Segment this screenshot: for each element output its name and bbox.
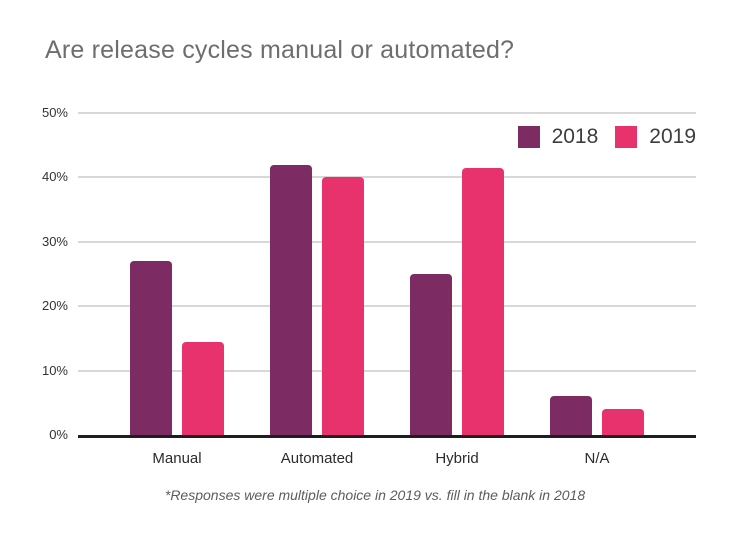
legend-item-2018: 2018 <box>517 125 599 149</box>
bar-2018-hybrid <box>410 274 452 435</box>
y-tick-label: 0% <box>49 427 68 442</box>
x-axis: Manual Automated Hybrid N/A <box>130 450 644 467</box>
category-label: Automated <box>280 450 354 467</box>
legend-label: 2018 <box>551 125 599 148</box>
bar-2018-automated <box>270 164 312 435</box>
y-tick-label: 40% <box>41 169 68 185</box>
plot-area: 2018 2019 <box>78 112 696 438</box>
grid-line <box>78 112 696 114</box>
legend-item-2019: 2019 <box>615 125 696 149</box>
legend-swatch-icon <box>517 126 540 148</box>
legend-label: 2019 <box>649 125 696 148</box>
bar-2018-n-a <box>550 396 592 435</box>
y-tick-label: 50% <box>41 105 68 120</box>
bar-2019-manual <box>182 341 224 435</box>
y-tick-label: 20% <box>41 298 68 314</box>
grid-line <box>78 176 696 179</box>
bar-2019-automated <box>322 177 364 435</box>
bar-group-n-a <box>550 396 644 435</box>
footnote: *Responses were multiple choice in 2019 … <box>164 487 586 503</box>
y-axis: 0% 10% 20% 30% 40% 50% <box>0 105 68 442</box>
bar-2018-manual <box>130 261 172 435</box>
bar-2019-hybrid <box>462 167 504 435</box>
category-label: Manual <box>152 450 202 467</box>
grid-line <box>78 305 696 308</box>
y-tick-label: 10% <box>41 362 68 378</box>
y-tick-label: 30% <box>41 233 68 249</box>
bar-2019-n-a <box>602 409 644 435</box>
category-label: Hybrid <box>435 450 479 467</box>
bar-group-manual <box>130 261 224 435</box>
grid-line <box>78 240 696 243</box>
category-label: N/A <box>584 450 610 467</box>
bar-group-automated <box>270 164 364 435</box>
chart-title: Are release cycles manual or automated? <box>45 36 515 64</box>
legend: 2018 2019 <box>517 125 696 149</box>
bars-row <box>130 113 644 435</box>
bar-group-hybrid <box>410 167 504 435</box>
grid-line <box>78 369 696 372</box>
legend-swatch-icon <box>615 126 638 148</box>
